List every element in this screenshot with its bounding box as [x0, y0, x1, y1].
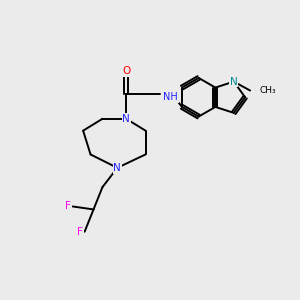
Text: N: N	[230, 76, 238, 87]
Text: NH: NH	[164, 92, 178, 102]
Text: CH₃: CH₃	[260, 86, 276, 95]
Text: N: N	[113, 163, 121, 173]
Text: F: F	[77, 227, 83, 237]
Text: F: F	[65, 202, 71, 212]
Text: N: N	[122, 114, 130, 124]
Text: O: O	[122, 66, 130, 76]
